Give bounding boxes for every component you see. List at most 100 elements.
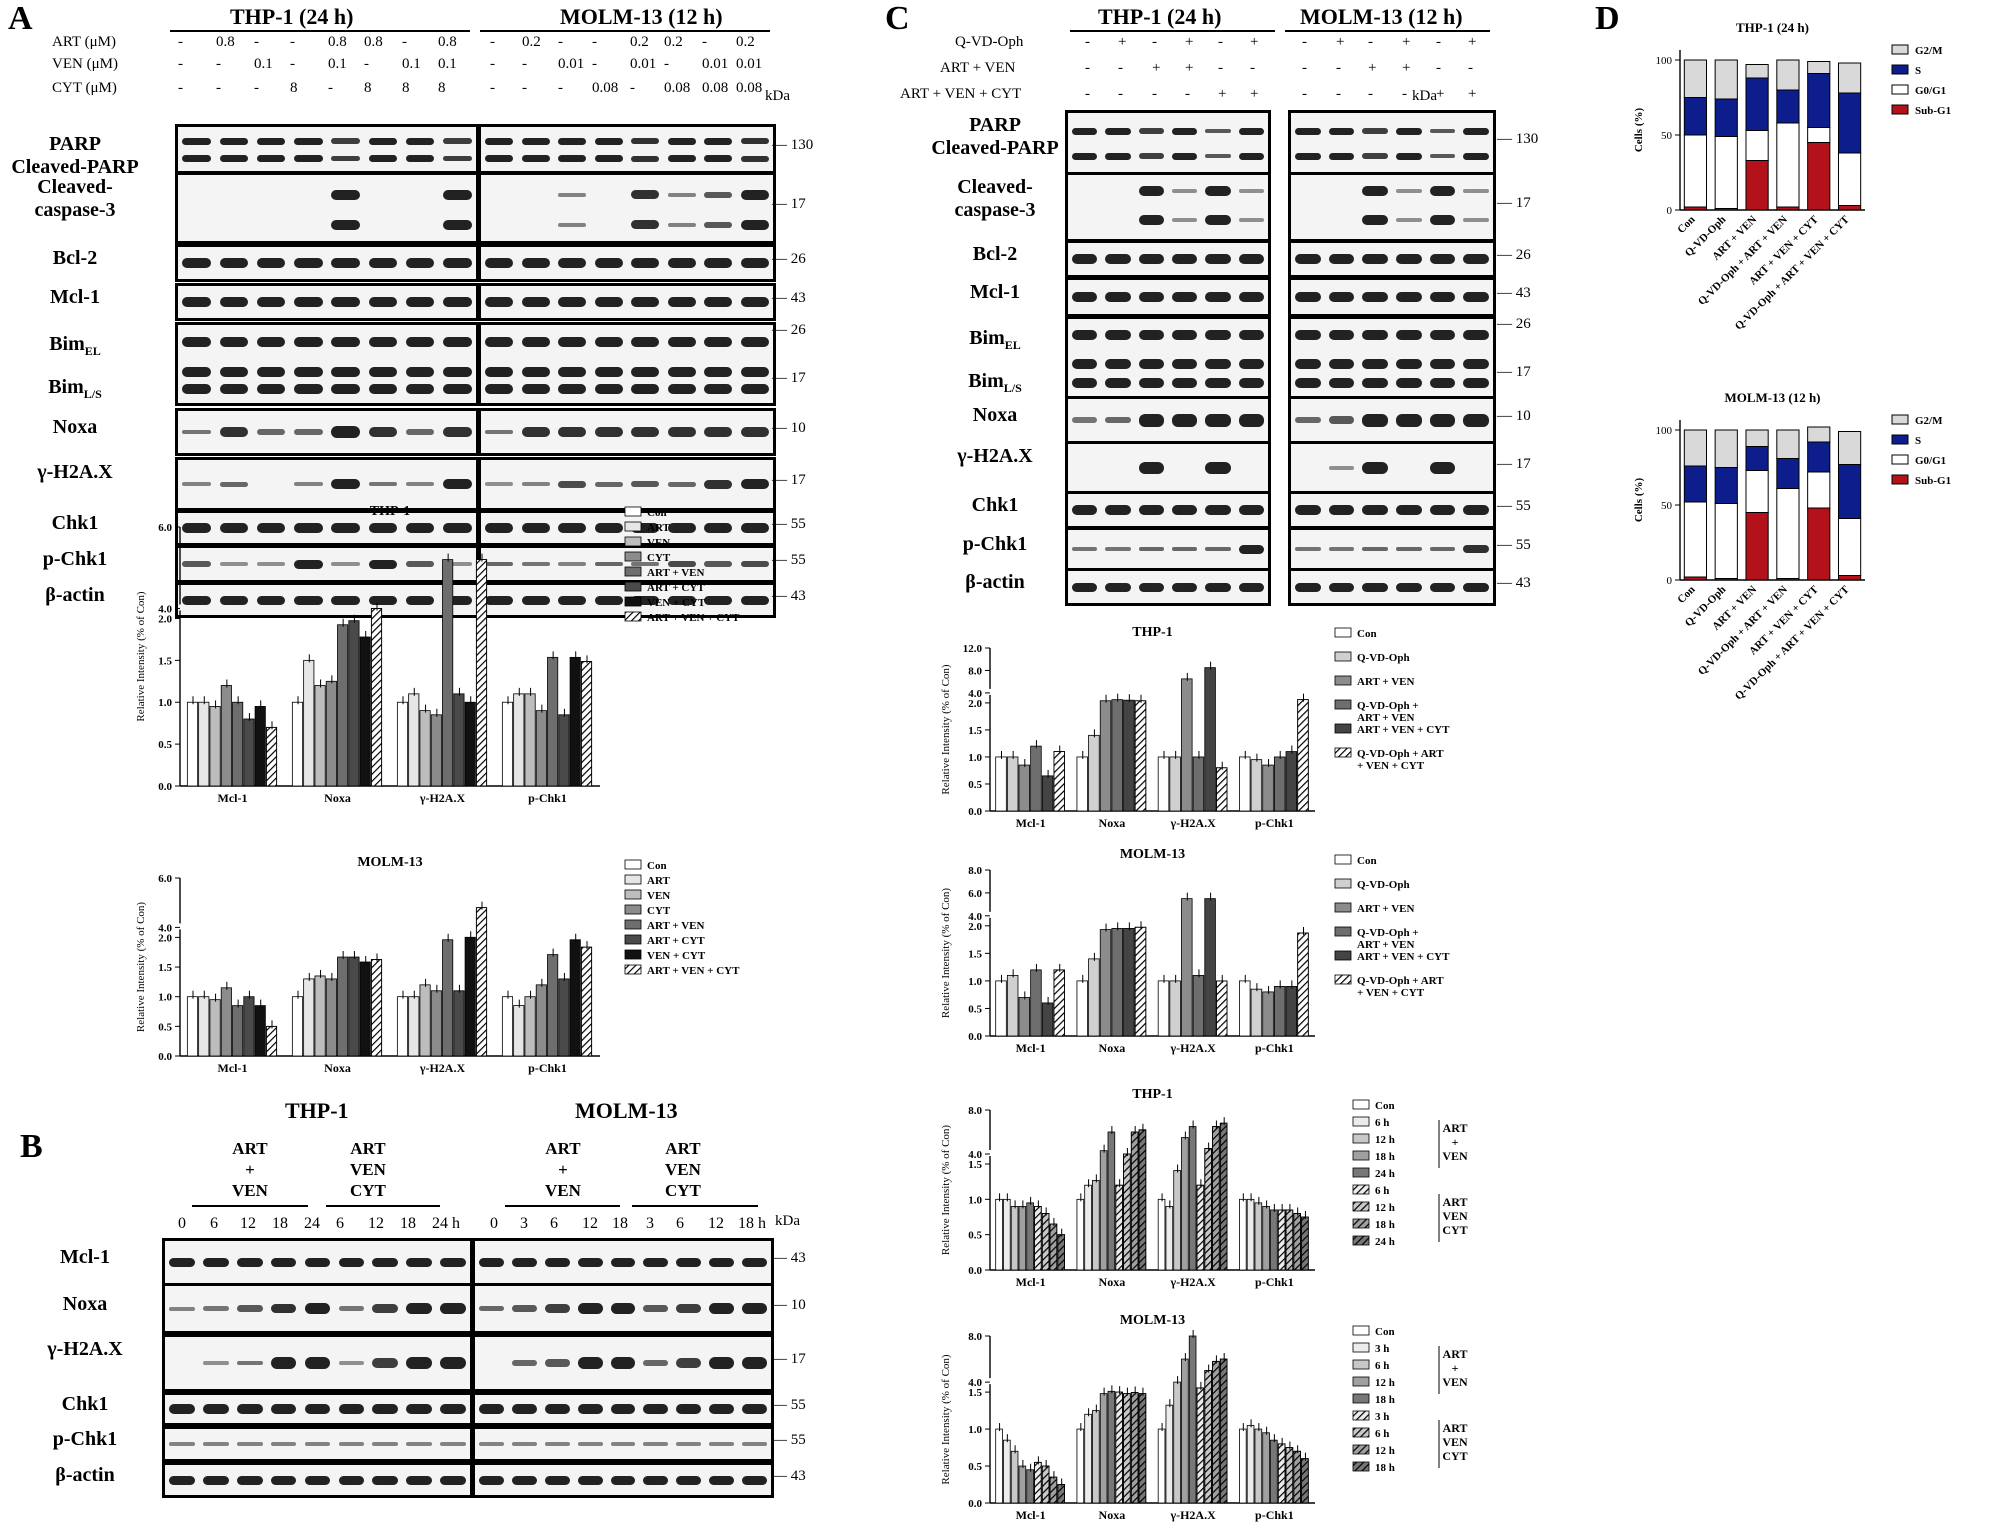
blot-band <box>368 258 398 268</box>
legend-label: G2/M <box>1915 415 1943 427</box>
x-tick-label: γ-H2A.X <box>1169 1275 1216 1289</box>
chart-title: MOLM-13 <box>1120 847 1185 862</box>
blot-box <box>1288 568 1496 606</box>
blot-band <box>1429 359 1456 370</box>
blot-box <box>175 510 479 546</box>
bar <box>1157 1198 1166 1271</box>
blot-band <box>740 189 769 200</box>
blot-band <box>1138 359 1164 370</box>
blot-band <box>1205 505 1231 515</box>
blot-mw: — 17 <box>772 1351 806 1367</box>
stacked-segment <box>1714 429 1738 468</box>
blot-band <box>304 1357 331 1369</box>
legend-label: 6 h <box>1375 1117 1389 1129</box>
bar <box>186 701 199 787</box>
blot-band <box>1172 546 1198 552</box>
condition-cell: - <box>1218 60 1223 76</box>
time-label: 12 <box>368 1215 384 1232</box>
bar <box>524 996 536 1057</box>
time-label: 18 h <box>738 1215 766 1232</box>
bar-hatch <box>1034 1461 1042 1504</box>
blot-band <box>1463 329 1489 340</box>
blot-band <box>368 383 398 394</box>
blot-mw: — 130 <box>772 137 814 153</box>
blot-band <box>1396 546 1422 552</box>
stacked-segment <box>1837 431 1862 465</box>
bar-hatch <box>1212 1126 1220 1271</box>
blot-band <box>1396 217 1422 222</box>
blot-band <box>577 1404 603 1414</box>
blot-band <box>610 1303 636 1314</box>
bar <box>995 980 1007 1037</box>
blot-band <box>1138 254 1164 264</box>
blot-band <box>1205 254 1231 264</box>
bar <box>209 706 221 787</box>
blot-band <box>1429 154 1456 159</box>
bar <box>1181 1137 1189 1271</box>
blot-band <box>704 258 733 268</box>
condition-cell: 0.01 <box>630 56 657 72</box>
bar <box>1099 929 1112 1037</box>
blot-band <box>704 561 733 567</box>
blot-band <box>1396 127 1422 135</box>
blot-band <box>667 137 696 145</box>
blot-band <box>740 297 769 307</box>
blot-band <box>440 1442 466 1446</box>
blot-band <box>1205 154 1231 159</box>
blot-band <box>202 1442 229 1446</box>
legend-label: S <box>1915 435 1921 447</box>
x-tick-label: p-Chk1 <box>528 1061 567 1075</box>
condition-cell: 0.8 <box>328 34 347 50</box>
bar <box>995 1198 1003 1271</box>
blot-band <box>1105 547 1131 551</box>
blot-band <box>219 258 249 268</box>
bar <box>1173 1170 1181 1271</box>
blot-band <box>740 155 769 162</box>
blot-band <box>169 1404 195 1414</box>
y-tick-label: 2.0 <box>158 613 172 625</box>
blot-band <box>594 383 623 394</box>
blot-label-text: β-actin <box>45 584 105 606</box>
blot-band <box>1295 152 1321 160</box>
condition-cell: 0.01 <box>702 56 729 72</box>
stacked-segment <box>1807 127 1831 143</box>
blot-band <box>1105 416 1131 424</box>
bar <box>1076 980 1088 1037</box>
blot-mw: — 10 <box>772 420 806 436</box>
legend-swatch <box>1891 104 1909 115</box>
blot-band <box>1238 152 1264 160</box>
blot-band <box>1238 329 1264 340</box>
condition-row-label: Q-VD-Oph <box>955 34 1024 50</box>
condition-cell: - <box>178 56 183 72</box>
blot-band <box>667 297 696 307</box>
blot-band <box>1138 413 1164 427</box>
blot-band <box>704 366 733 377</box>
chart-title: MOLM-13 <box>1120 1313 1185 1328</box>
blot-band <box>740 383 769 394</box>
bar <box>348 956 360 1057</box>
bar <box>513 693 525 787</box>
condition-cell: - <box>290 56 295 72</box>
blot-band <box>372 1257 399 1267</box>
blot-mw: — 17 <box>772 370 806 387</box>
blot-mw: — 55 <box>772 1432 806 1448</box>
blot-band <box>1328 254 1355 264</box>
blot-band <box>236 1257 263 1267</box>
condition-cell: - <box>254 34 259 50</box>
legend-swatch-hatch <box>1353 1185 1369 1194</box>
condition-cell: + <box>1118 34 1127 50</box>
blot-band <box>1172 413 1198 427</box>
bar-hatch <box>1115 1391 1123 1504</box>
legend-label: Sub-G1 <box>1915 475 1951 487</box>
condition-cell: 0.1 <box>254 56 273 72</box>
blot-band <box>182 258 211 268</box>
blot-box <box>1065 491 1271 529</box>
blot-band <box>1362 186 1388 196</box>
legend-swatch <box>624 874 642 885</box>
blot-band <box>1072 417 1098 423</box>
blot-label-text: Chk1 <box>51 512 99 534</box>
blot-box <box>472 1334 774 1392</box>
y-tick-label: 0 <box>1667 575 1673 587</box>
condition-cell: + <box>1402 34 1411 50</box>
blot-band <box>704 191 733 198</box>
